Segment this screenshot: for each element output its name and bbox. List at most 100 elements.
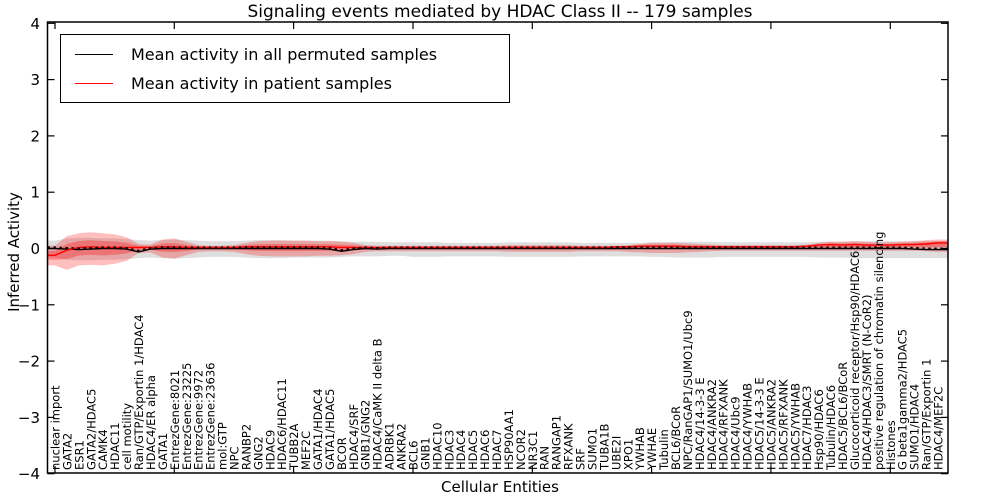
y-tick-label: 0 [30,240,40,258]
x-tick-label: HDAC5/BCL6/BCoR [836,362,850,470]
x-tick-label: HDAC4/MEF2C [932,387,946,470]
x-tick-label: Tubulin [657,429,671,471]
x-tick-label: RFXANK [562,423,576,470]
legend-item: Mean activity in patient samples [61,69,509,98]
x-tick-label: HDAC4/SRF [347,404,361,470]
x-tick-label: HDAC4 [454,430,468,470]
x-tick-label: MEF2C [299,431,313,470]
x-axis-label: Cellular Entities [441,478,559,496]
patient-std-inner-band [47,240,948,260]
x-tick-label: HDAC4/RFXANK [717,379,731,470]
x-tick-label: HDAC9 [263,430,277,470]
x-tick-label: GNB1 [418,437,432,470]
x-tick-label: HDAC4/HDAC3/SMRT (N-CoR2) [860,294,874,470]
x-tick-label: HDAC4/CaMK II delta B [371,338,385,470]
x-tick-label: HDAC4/ANKRA2 [705,379,719,470]
chart-title: Signaling events mediated by HDAC Class … [247,2,753,22]
x-tick-label: TUBB2A [287,423,301,471]
x-tick-label: cell motility [120,403,134,470]
x-tick-label: RAN [538,446,552,470]
x-tick-label: HDAC4/14-3-3 E [693,377,707,470]
x-tick-label: HDAC5/RFXANK [776,379,790,470]
x-tick-label: ANKRA2 [395,423,409,470]
x-tick-label: HDAC5 [466,430,480,470]
x-tick-label: YWHAB [633,427,647,471]
x-tick-label: GNG2 [251,436,265,470]
x-tick-label: HDAC5/14-3-3 E [753,377,767,470]
legend-item-label: Mean activity in patient samples [131,74,392,93]
x-tick-label: SRF [574,448,588,470]
axes-frame [46,21,949,474]
x-tick-label: Hsp90/HDAC6 [812,389,826,470]
x-tick-label: BCL6 [407,441,421,470]
x-tick-label: HDAC4/ER alpha [144,375,158,470]
legend: Mean activity in all permuted samples Mea… [60,34,510,103]
x-tick-label: NPC [228,446,242,470]
x-tick-label: XPO1 [621,439,635,470]
x-tick-label: HDAC10 [430,422,444,470]
x-tick-label: SUMO1/HDAC4 [908,384,922,470]
x-tick-label: Histones [884,420,898,470]
x-tick-label: BCL6/BCoR [669,406,683,470]
y-tick-label: −4 [18,465,40,483]
x-tick-label: GATA1 [156,433,170,470]
x-tick-label: EntrezGene:9972 [192,370,206,470]
x-tick-label: Tubulin/HDAC6 [824,385,838,471]
x-tick-label: HDAC6/HDAC11 [275,378,289,470]
legend-line-swatch [75,83,113,84]
x-tick-label: HDAC5/ANKRA2 [764,379,778,470]
x-tick-label: NPC/RanGAP1/SUMO1/Ubc9 [681,310,695,470]
x-tick-label: HDAC11 [108,422,122,470]
x-tick-label: Glucocorticoid receptor/Hsp90/HDAC6 [848,251,862,470]
legend-item-label: Mean activity in all permuted samples [131,45,438,64]
x-tick-label: mol:GTP [216,422,230,470]
x-tick-label: HDAC4/Ubc9 [729,396,743,470]
x-tick-label: EntrezGene:23636 [204,363,218,470]
x-tick-label: TUBA1B [597,423,611,471]
x-tick-label: GATA1/HDAC5 [323,389,337,470]
legend-line-swatch [75,54,113,55]
x-tick-label: ESR1 [72,440,86,470]
x-tick-label: CAMK4 [96,429,110,470]
permuted-mean-dotted-line [47,246,948,252]
y-tick-label: −1 [18,296,40,314]
x-tick-label: HDAC4/YWHAB [741,383,755,470]
y-axis-label: Inferred Activity [5,192,23,312]
x-tick-label: EntrezGene:8021 [168,370,182,470]
legend-item: Mean activity in all permuted samples [61,40,509,69]
x-tick-label: NCOR2 [514,429,528,470]
x-tick-label: HDAC3 [442,430,456,470]
x-tick-label: RANBP2 [239,424,253,470]
x-tick-label: HSP90AA1 [502,409,516,470]
x-tick-label: Ran/GTP/Exportin 1 [920,359,934,470]
x-tick-label: SUMO1 [586,428,600,470]
x-tick-label: GATA2 [60,433,74,470]
x-tick-label: BCOR [335,437,349,470]
x-tick-label: Ran/GTP/Exportin 1/HDAC4 [132,314,146,470]
x-tick-label: positive regulation of chromatin silenci… [872,232,886,470]
x-tick-label: HDAC6 [478,430,492,470]
x-tick-label: HDAC7 [490,430,504,470]
x-tick-label: UBE2I [609,436,623,470]
permuted-mean-line [47,247,948,253]
x-tick-label: nuclear import [49,385,63,470]
y-tick-label: 2 [30,127,40,145]
x-tick-label: YWHAE [645,428,659,471]
x-tick-label: G beta1gamma2/HDAC5 [896,329,910,470]
x-tick-label: HDAC5/YWHAB [788,383,802,470]
y-tick-label: 1 [30,184,40,202]
x-tick-label: NR3C1 [526,431,540,470]
x-tick-label: RANGAP1 [550,415,564,470]
x-tick-label: GATA1/HDAC4 [311,389,325,470]
y-tick-label: 4 [30,15,40,33]
x-tick-label: GATA2/HDAC5 [84,389,98,470]
y-tick-label: −2 [18,353,40,371]
x-tick-label: ADRBK1 [383,423,397,470]
x-tick-label: EntrezGene:23225 [180,363,194,470]
patient-std-band [47,232,948,270]
x-tick-label: HDAC7/HDAC3 [800,386,814,471]
x-tick-label: GNB1/GNG2 [359,400,373,470]
y-tick-label: 3 [30,71,40,89]
